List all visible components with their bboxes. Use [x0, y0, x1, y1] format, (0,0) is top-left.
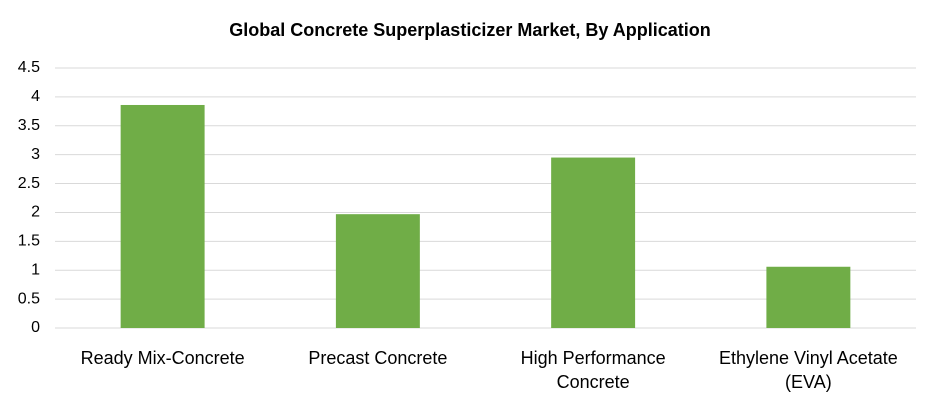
bar: [120, 104, 205, 328]
y-tick-label: 2.5: [18, 175, 40, 192]
y-tick-label: 0.5: [18, 290, 40, 307]
y-tick-label: 3.5: [18, 117, 40, 134]
y-tick-label: 1: [31, 261, 40, 278]
y-tick-label: 0: [31, 319, 40, 336]
bar: [335, 214, 420, 328]
bar: [766, 266, 851, 328]
x-tick-label: High Performance Concrete: [520, 348, 666, 392]
x-tick-label: Precast Concrete: [308, 348, 448, 368]
y-tick-label: 3: [31, 146, 40, 163]
x-tick-label: Ethylene Vinyl Acetate (EVA): [718, 348, 898, 392]
bar: [551, 157, 636, 328]
y-tick-label: 4.5: [18, 59, 40, 76]
y-tick-label: 4: [31, 88, 40, 105]
y-tick-label: 2: [31, 204, 40, 221]
chart-title: Global Concrete Superplasticizer Market,…: [229, 20, 710, 40]
y-tick-label: 1.5: [18, 233, 40, 250]
x-tick-label: Ready Mix-Concrete: [80, 348, 245, 368]
